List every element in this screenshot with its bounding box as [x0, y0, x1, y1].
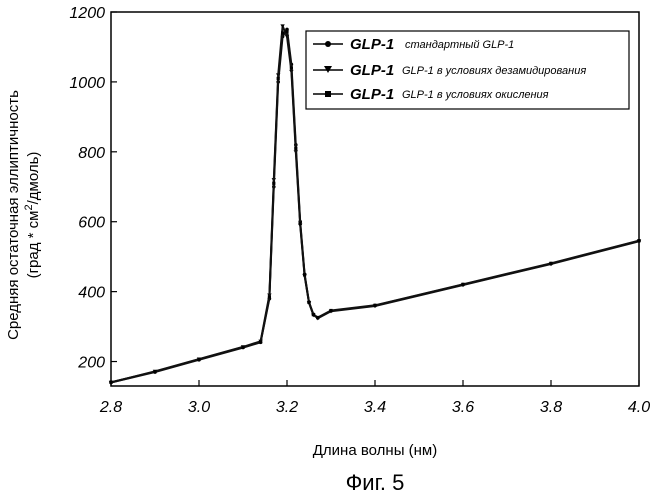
x-tick-label: 3.2: [276, 399, 298, 416]
legend-desc-3: GLP-1 в условиях окисления: [402, 89, 549, 101]
series-3-point: [329, 309, 332, 312]
x-tick-label: 3.6: [452, 399, 474, 416]
y-axis-title-line2: (град * см2/дмоль): [23, 152, 42, 279]
x-tick-label: 3.4: [364, 399, 386, 416]
series-3-point: [294, 147, 297, 150]
series-3-point: [549, 262, 552, 265]
series-3-point: [268, 295, 271, 298]
series-3-point: [272, 182, 275, 185]
series-3-point: [241, 346, 244, 349]
legend: GLP-1 стандартный GLP-1 GLP-1 GLP-1 в ус…: [306, 31, 629, 109]
x-axis-title: Длина волны (нм): [313, 442, 437, 459]
y-tick-label: 1000: [69, 75, 105, 92]
y-tick-label: 400: [78, 285, 105, 302]
series-3-point: [281, 31, 284, 34]
legend-label-3: GLP-1: [350, 86, 394, 103]
series-3-point: [109, 381, 112, 384]
figure-caption: Фиг. 5: [346, 470, 405, 495]
x-tick-label: 3.0: [188, 399, 210, 416]
y-tick-label: 1200: [69, 5, 105, 22]
series-3-point: [373, 304, 376, 307]
series-3-point: [307, 301, 310, 304]
series-3-point: [312, 313, 315, 316]
x-tick-label: 4.0: [628, 399, 650, 416]
legend-marker-circle: [325, 41, 331, 47]
legend-desc-2: GLP-1 в условиях дезамидирования: [402, 65, 586, 77]
y-tick-label: 600: [78, 215, 105, 232]
legend-marker-square: [325, 91, 331, 97]
x-tick-label: 3.8: [540, 399, 562, 416]
legend-entry-2: GLP-1 GLP-1 в условиях дезамидирования: [313, 62, 586, 79]
series-3-point: [259, 340, 262, 343]
legend-label-2: GLP-1: [350, 62, 394, 79]
legend-label-1: GLP-1: [350, 36, 394, 53]
y-tick-label: 800: [78, 145, 105, 162]
series-3-point: [197, 358, 200, 361]
series-3-point: [303, 273, 306, 276]
y-tick-label: 200: [77, 355, 105, 372]
series-3-point: [153, 370, 156, 373]
x-tick-label: 2.8: [99, 399, 122, 416]
series-3-point: [277, 77, 280, 80]
series-3-point: [285, 30, 288, 33]
series-3-point: [461, 283, 464, 286]
y-axis-title: Средняя остаточная эллиптичность (град *…: [5, 90, 42, 340]
series-3-point: [316, 316, 319, 319]
series-3-point: [637, 239, 640, 242]
legend-desc-1: стандартный GLP-1: [405, 39, 514, 51]
y-ticks: 200 400 600 800 1000 1200: [69, 5, 117, 372]
series-3-point: [299, 222, 302, 225]
y-axis-title-line1: Средняя остаточная эллиптичность: [5, 90, 22, 340]
series-3-point: [290, 66, 293, 69]
